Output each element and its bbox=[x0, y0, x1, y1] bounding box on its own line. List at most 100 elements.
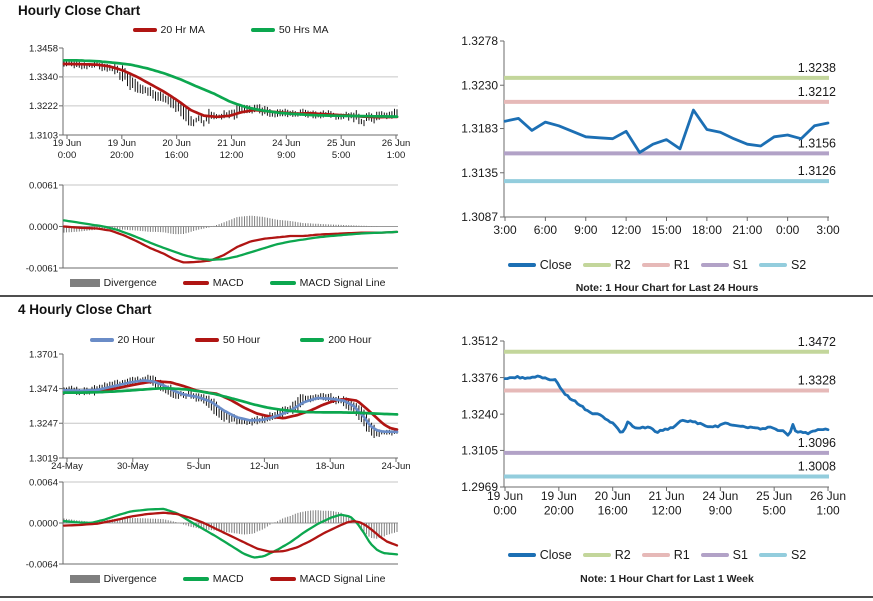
legend-swatch-divergence bbox=[69, 574, 100, 584]
y-tick-label: 1.3376 bbox=[461, 371, 498, 385]
x-tick-label: 19 Jun 20:00 bbox=[541, 489, 577, 518]
divergence-bars bbox=[63, 510, 398, 539]
legend-item: 50 Hrs MA bbox=[250, 24, 328, 36]
legend-label: R2 bbox=[614, 548, 631, 562]
macd-line bbox=[62, 225, 399, 264]
x-tick-label: 20 Jun 16:00 bbox=[162, 138, 191, 161]
y-tick-label: 0.0000 bbox=[29, 222, 58, 233]
x-tick-label: 24-May bbox=[51, 461, 83, 472]
x-tick-label: 21 Jun 12:00 bbox=[648, 489, 684, 518]
close-price-bars bbox=[63, 59, 398, 127]
legend-swatch-s1 bbox=[700, 553, 729, 557]
legend-swatch-r2 bbox=[582, 553, 611, 557]
x-tick-label: 18-Jun bbox=[316, 461, 345, 472]
week-pivot-legend: Close R2 R1 S1 S2 bbox=[477, 548, 837, 562]
x-tick-label: 30-May bbox=[117, 461, 149, 472]
y-tick-label: 1.3230 bbox=[461, 78, 498, 92]
legend-item: Divergence bbox=[69, 277, 157, 289]
y-tick-label: 1.3240 bbox=[461, 407, 498, 421]
ma200-line bbox=[62, 386, 399, 416]
bottom-divider bbox=[0, 596, 873, 598]
x-tick-label: 3:00 bbox=[816, 223, 840, 237]
legend-item: R2 bbox=[582, 548, 631, 562]
legend-swatch-macd-signal-line bbox=[269, 281, 296, 285]
legend-item: S1 bbox=[700, 258, 748, 272]
x-tick-label: 20 Jun 16:00 bbox=[595, 489, 631, 518]
legend-item: MACD Signal Line bbox=[269, 573, 385, 585]
legend-label: S2 bbox=[790, 548, 807, 562]
legend-swatch-close bbox=[507, 553, 536, 557]
x-tick-label: 24 Jun 9:00 bbox=[702, 489, 738, 518]
x-tick-label: 9:00 bbox=[574, 223, 598, 237]
legend-swatch-200-hour bbox=[300, 337, 325, 343]
legend-item: R1 bbox=[641, 258, 690, 272]
legend-item: R1 bbox=[641, 548, 690, 562]
x-tick-label: 12-Jun bbox=[250, 461, 279, 472]
pivot-label-r2: 1.3238 bbox=[798, 61, 836, 75]
pivot-label-r1: 1.3212 bbox=[798, 85, 836, 99]
legend-label: R1 bbox=[673, 548, 690, 562]
y-axis: 1.3512 1.3376 1.3240 1.3105 1.2969 bbox=[461, 334, 505, 494]
x-axis: 19 Jun 0:00 19 Jun 20:00 20 Jun 16:00 21 Jun 12… bbox=[53, 134, 410, 161]
macd-signal-line bbox=[62, 219, 399, 261]
x-axis: 19 Jun 0:00 19 Jun 20:00 20 Jun 16:00 21 Jun 12… bbox=[487, 486, 846, 518]
legend-swatch-20-hr-ma bbox=[132, 28, 157, 32]
hourly-chart-title: Hourly Close Chart bbox=[18, 3, 141, 18]
y-tick-label: 1.3087 bbox=[461, 210, 498, 224]
y-tick-label: 1.3458 bbox=[29, 43, 58, 54]
legend-label: Close bbox=[539, 548, 572, 562]
legend-label: MACD Signal Line bbox=[299, 277, 386, 289]
hourly-macd-legend: Divergence MACD MACD Signal Line bbox=[55, 277, 400, 289]
legend-item: R2 bbox=[582, 258, 631, 272]
divergence-bars bbox=[63, 215, 378, 235]
pivot-label-r1: 1.3328 bbox=[798, 373, 836, 387]
four-hourly-chart-title: 4 Hourly Close Chart bbox=[18, 302, 152, 317]
y-tick-label: 1.3103 bbox=[29, 130, 58, 141]
hourly-price-legend: 20 Hr MA 50 Hrs MA bbox=[63, 24, 398, 36]
x-tick-label: 6:00 bbox=[534, 223, 558, 237]
legend-swatch-50-hrs-ma bbox=[250, 28, 275, 32]
y-tick-label: 1.3183 bbox=[461, 122, 498, 136]
x-tick-label: 12:00 bbox=[611, 223, 641, 237]
day-pivot-section: 1.3278 1.3230 1.3183 1.3135 1.3087 3:00 6:00 9:… bbox=[437, 0, 873, 296]
y-tick-label: 1.3278 bbox=[461, 34, 498, 48]
y-tick-label: 1.3135 bbox=[461, 166, 498, 180]
y-tick-label: -0.0061 bbox=[26, 263, 58, 274]
pivot-label-s1: 1.3156 bbox=[798, 136, 836, 150]
pivot-label-r2: 1.3472 bbox=[798, 335, 836, 349]
week-pivot-section: 1.3512 1.3376 1.3240 1.3105 1.2969 19 Jun 0:00… bbox=[437, 297, 873, 600]
x-axis: 24-May 30-May 5-Jun 12-Jun 18-Jun 24-Jun bbox=[51, 457, 411, 472]
x-tick-label: 25 Jun 5:00 bbox=[327, 138, 356, 161]
legend-label: MACD bbox=[212, 277, 244, 289]
legend-item: S2 bbox=[758, 258, 807, 272]
legend-label: S2 bbox=[790, 258, 807, 272]
legend-label: MACD bbox=[212, 573, 244, 585]
close-line bbox=[503, 108, 830, 154]
hourly-close-section: Hourly Close Chart 20 Hr MA 50 Hrs MA 1.3… bbox=[0, 0, 437, 296]
section-divider bbox=[0, 295, 873, 297]
legend-item: 200 Hour bbox=[300, 334, 371, 346]
x-axis: 3:00 6:00 9:00 12:00 15:00 18:00 21:00 0:00 3:00 bbox=[493, 216, 840, 237]
legend-swatch-r1 bbox=[641, 263, 670, 267]
legend-label: Close bbox=[539, 258, 572, 272]
x-tick-label: 3:00 bbox=[493, 223, 517, 237]
legend-swatch-s1 bbox=[700, 263, 729, 267]
legend-label: R2 bbox=[614, 258, 631, 272]
x-tick-label: 19 Jun 0:00 bbox=[487, 489, 523, 518]
day-pivot-legend: Close R2 R1 S1 S2 bbox=[477, 258, 837, 272]
x-tick-label: 25 Jun 5:00 bbox=[756, 489, 792, 518]
legend-label: 20 Hour bbox=[117, 334, 155, 346]
legend-swatch-macd-signal-line bbox=[269, 577, 296, 581]
legend-item: MACD Signal Line bbox=[269, 277, 386, 289]
y-axis: 1.3701 1.3474 1.3247 1.3019 bbox=[29, 349, 398, 464]
x-tick-label: 24 Jun 9:00 bbox=[272, 138, 301, 161]
x-tick-label: 15:00 bbox=[651, 223, 681, 237]
y-tick-label: -0.0064 bbox=[26, 559, 58, 570]
legend-label: 20 Hr MA bbox=[160, 24, 205, 36]
y-tick-label: 1.3019 bbox=[29, 453, 58, 464]
legend-item: Close bbox=[507, 258, 572, 272]
week-pivot-note: Note: 1 Hour Chart for Last 1 Week bbox=[580, 573, 754, 585]
x-tick-label: 5-Jun bbox=[187, 461, 211, 472]
